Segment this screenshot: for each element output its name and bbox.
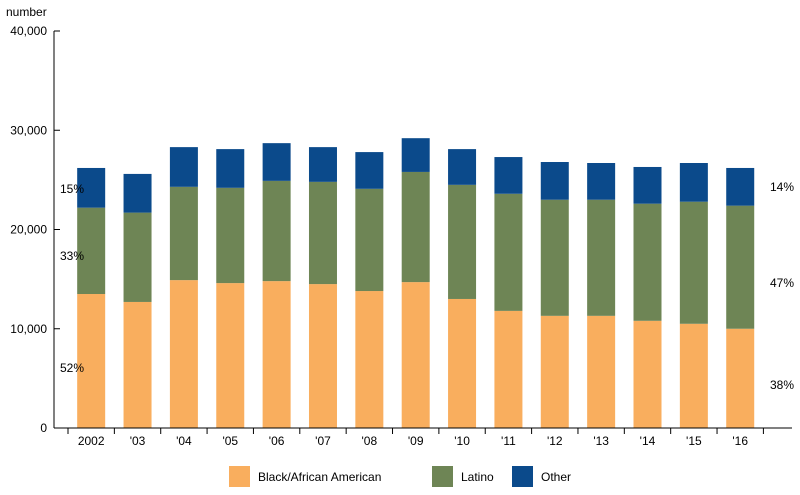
- legend-label-other: Other: [541, 470, 571, 484]
- bar-segment-latino-8: [448, 184, 477, 299]
- x-tick-label: '08: [362, 434, 378, 448]
- bar-segment-other-1: [123, 173, 152, 213]
- bar-segment-latino-11: [587, 199, 616, 316]
- bar-segment-latino-4: [262, 180, 291, 282]
- bar-segment-latino-9: [494, 193, 523, 311]
- bar-segment-other-11: [587, 163, 616, 200]
- bars: [77, 138, 755, 428]
- legend: Black/African American Latino Other: [229, 466, 571, 487]
- x-tick-label: '11: [501, 434, 516, 448]
- annotation-left-1: 33%: [60, 249, 84, 263]
- x-tick-label: '07: [315, 434, 331, 448]
- bar-segment-other-5: [308, 147, 337, 182]
- y-tick-label: 10,000: [10, 322, 47, 336]
- annotation-right-2: 38%: [770, 378, 794, 392]
- x-tick-label: '03: [130, 434, 146, 448]
- x-tick-label: 2002: [78, 434, 105, 448]
- percent-annotations: 15% 33% 52% 14% 47% 38%: [60, 180, 794, 392]
- bar-segment-black-african-american-14: [726, 328, 755, 428]
- bar-segment-other-14: [726, 167, 755, 206]
- y-tick-label: 30,000: [10, 123, 47, 137]
- bar-segment-other-7: [401, 138, 430, 172]
- x-tick-label: '10: [454, 434, 470, 448]
- y-tick-label: 20,000: [10, 223, 47, 237]
- bar-segment-latino-1: [123, 212, 152, 302]
- annotation-right-0: 14%: [770, 180, 794, 194]
- bar-segment-latino-14: [726, 205, 755, 329]
- x-tick-label: '13: [593, 434, 609, 448]
- bar-segment-other-0: [77, 167, 106, 208]
- bar-segment-black-african-american-5: [308, 284, 337, 428]
- bar-segment-black-african-american-12: [633, 320, 662, 428]
- bar-segment-black-african-american-2: [169, 280, 198, 428]
- bar-segment-other-9: [494, 157, 523, 194]
- bar-segment-other-6: [355, 152, 384, 189]
- bar-segment-black-african-american-8: [448, 298, 477, 428]
- bar-segment-other-10: [540, 162, 569, 200]
- annotation-left-0: 15%: [60, 182, 84, 196]
- bar-segment-black-african-american-9: [494, 310, 523, 428]
- bar-segment-latino-7: [401, 171, 430, 283]
- x-tick-label: '04: [176, 434, 192, 448]
- x-tick-label: '14: [640, 434, 656, 448]
- bar-segment-latino-6: [355, 188, 384, 292]
- annotation-left-2: 52%: [60, 361, 84, 375]
- annotation-right-1: 47%: [770, 276, 794, 290]
- x-tick-label: '12: [547, 434, 563, 448]
- x-axis: 2002 '03 '04 '05 '06 '07 '08 '09 '10 '11 '12 '13 '14…: [54, 427, 792, 448]
- x-tick-label: '06: [269, 434, 285, 448]
- legend-swatch-latino: [432, 466, 453, 487]
- legend-label-latino: Latino: [461, 470, 494, 484]
- bar-segment-black-african-american-6: [355, 291, 384, 428]
- legend-swatch-black-african-american: [229, 466, 250, 487]
- y-tick-label: 0: [40, 421, 47, 435]
- bar-segment-latino-10: [540, 199, 569, 316]
- bar-segment-black-african-american-13: [679, 323, 708, 428]
- bar-segment-other-3: [216, 149, 245, 188]
- bar-segment-black-african-american-10: [540, 315, 569, 428]
- x-tick-label: '16: [732, 434, 748, 448]
- bar-segment-latino-12: [633, 203, 662, 321]
- x-tick-label: '05: [222, 434, 238, 448]
- y-axis: 0 10,000 20,000 30,000 40,000: [10, 24, 60, 435]
- bar-segment-other-8: [448, 149, 477, 185]
- legend-swatch-other: [512, 466, 533, 487]
- bar-segment-latino-5: [308, 181, 337, 285]
- bar-segment-black-african-american-4: [262, 281, 291, 428]
- bar-segment-latino-3: [216, 187, 245, 284]
- bar-segment-latino-2: [169, 186, 198, 281]
- bar-segment-other-4: [262, 143, 291, 181]
- bar-segment-latino-13: [679, 201, 708, 324]
- legend-label-black-african-american: Black/African American: [258, 470, 381, 484]
- y-tick-label: 40,000: [10, 24, 47, 38]
- bar-segment-black-african-american-7: [401, 282, 430, 428]
- bar-segment-latino-0: [77, 207, 106, 295]
- bar-segment-other-2: [169, 147, 198, 187]
- y-axis-label: number: [6, 5, 47, 19]
- x-tick-label: '15: [686, 434, 702, 448]
- bar-segment-other-13: [679, 163, 708, 202]
- bar-segment-black-african-american-0: [77, 294, 106, 428]
- x-tick-label: '09: [408, 434, 424, 448]
- bar-segment-black-african-american-11: [587, 315, 616, 428]
- bar-segment-other-12: [633, 166, 662, 204]
- bar-segment-black-african-american-1: [123, 301, 152, 428]
- bar-segment-black-african-american-3: [216, 283, 245, 428]
